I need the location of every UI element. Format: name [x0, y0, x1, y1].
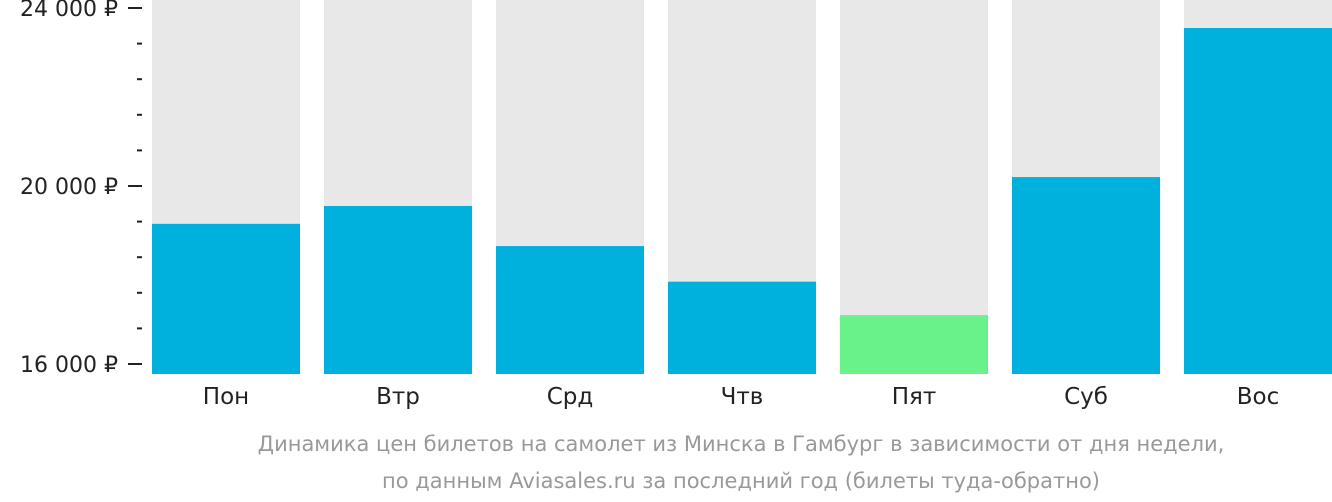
x-tick-label: Пон	[203, 384, 249, 410]
bar-Срд	[496, 246, 644, 374]
chart-caption-line-1: Динамика цен билетов на самолет из Минск…	[257, 432, 1225, 456]
x-tick-label: Чтв	[721, 384, 764, 410]
bar-Втр	[324, 206, 472, 374]
chart-caption-line-2: по данным Aviasales.ru за последний год …	[382, 469, 1100, 493]
x-tick-label: Пят	[892, 384, 937, 410]
x-tick-label: Втр	[376, 384, 420, 410]
y-tick-label: 20 000 ₽	[20, 175, 118, 200]
bar-Суб	[1012, 177, 1160, 374]
x-axis-labels: Пон Втр Срд Чтв Пят Суб Вос	[203, 384, 1279, 410]
y-tick-label: 16 000 ₽	[20, 353, 118, 378]
x-tick-label: Суб	[1064, 384, 1108, 410]
bar-Пон	[152, 223, 300, 374]
bar-Пят	[840, 315, 988, 374]
bar-Чтв	[668, 281, 816, 374]
y-tick-label: 24 000 ₽	[20, 0, 118, 22]
x-tick-label: Вос	[1237, 384, 1280, 410]
y-axis: 16 000 ₽ 20 000 ₽ 24 000 ₽	[20, 0, 142, 378]
bar-background	[840, 0, 988, 374]
x-tick-label: Срд	[547, 384, 594, 410]
bars	[152, 28, 1332, 375]
bar-Вос	[1184, 28, 1332, 375]
